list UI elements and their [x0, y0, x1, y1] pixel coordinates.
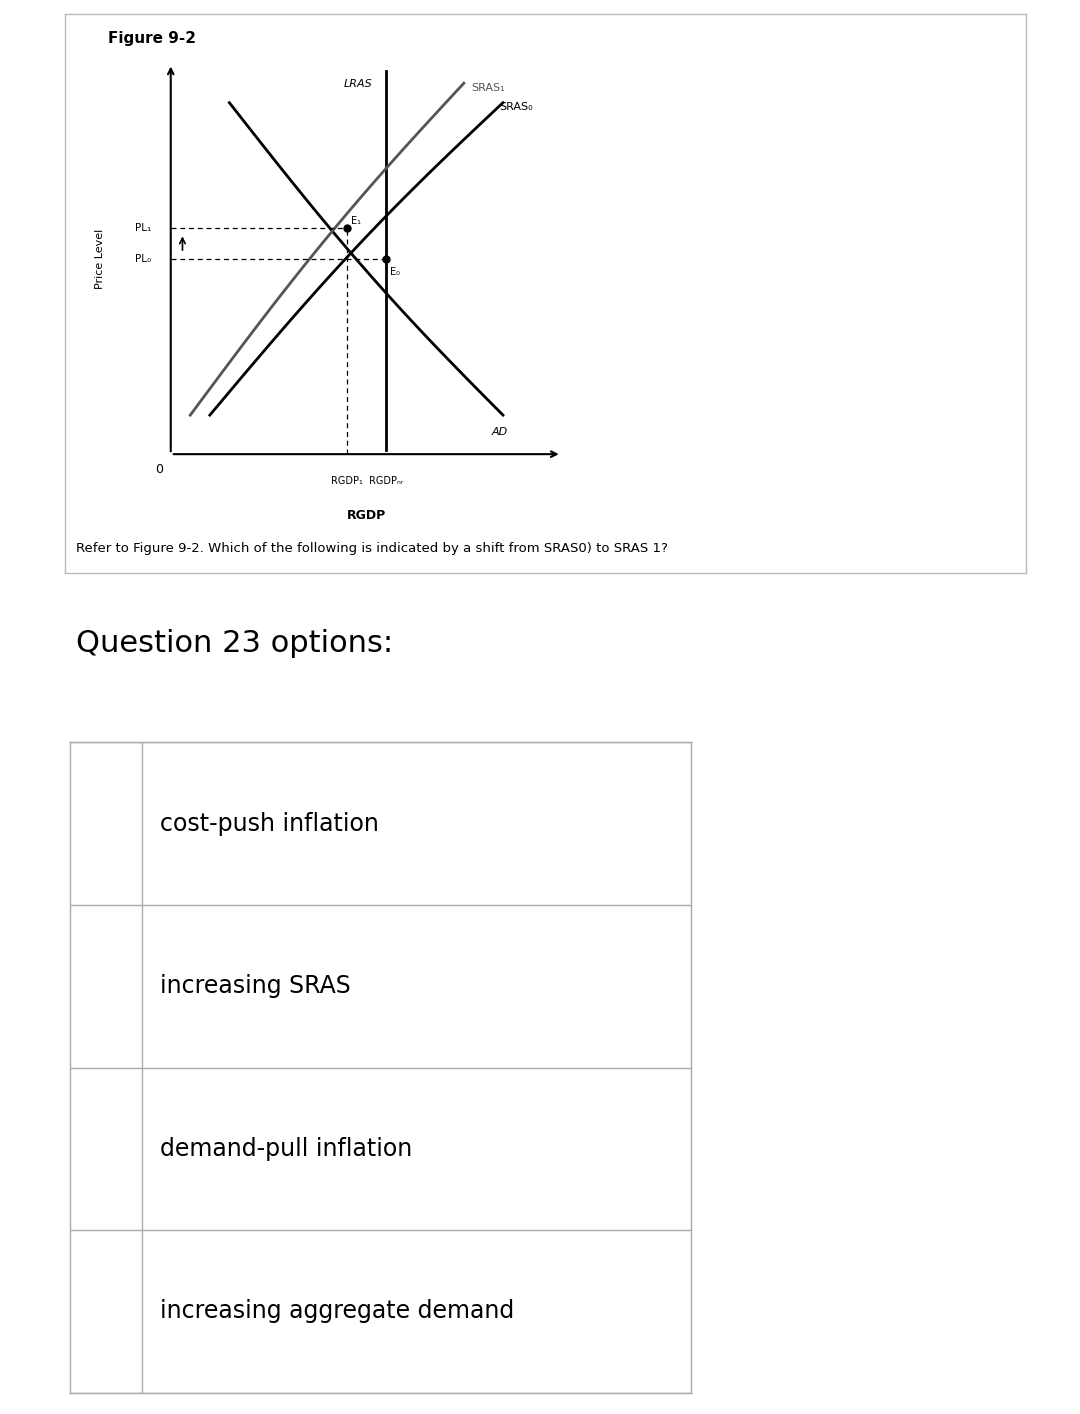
Text: SRAS₁: SRAS₁ — [472, 83, 505, 93]
Text: Refer to Figure 9-2. Which of the following is indicated by a shift from SRAS0) : Refer to Figure 9-2. Which of the follow… — [76, 542, 667, 554]
Text: 0: 0 — [156, 464, 163, 477]
Text: Question 23 options:: Question 23 options: — [76, 629, 393, 659]
Text: RGDP₁: RGDP₁ — [330, 475, 363, 485]
Text: Price Level: Price Level — [95, 229, 106, 288]
Text: cost-push inflation: cost-push inflation — [160, 812, 379, 836]
Text: increasing aggregate demand: increasing aggregate demand — [160, 1299, 514, 1324]
Text: RGDPₙᵣ: RGDPₙᵣ — [368, 475, 403, 485]
Text: PL₀: PL₀ — [135, 255, 151, 264]
Text: E₀: E₀ — [390, 266, 400, 277]
Text: E₁: E₁ — [351, 216, 361, 226]
Text: Figure 9-2: Figure 9-2 — [108, 31, 195, 47]
Text: RGDP: RGDP — [347, 509, 386, 522]
Text: AD: AD — [491, 427, 508, 437]
Text: LRAS: LRAS — [343, 79, 373, 89]
Text: demand-pull inflation: demand-pull inflation — [160, 1137, 413, 1161]
Text: SRAS₀: SRAS₀ — [499, 102, 532, 113]
Text: increasing SRAS: increasing SRAS — [160, 974, 351, 998]
Text: PL₁: PL₁ — [135, 222, 151, 233]
